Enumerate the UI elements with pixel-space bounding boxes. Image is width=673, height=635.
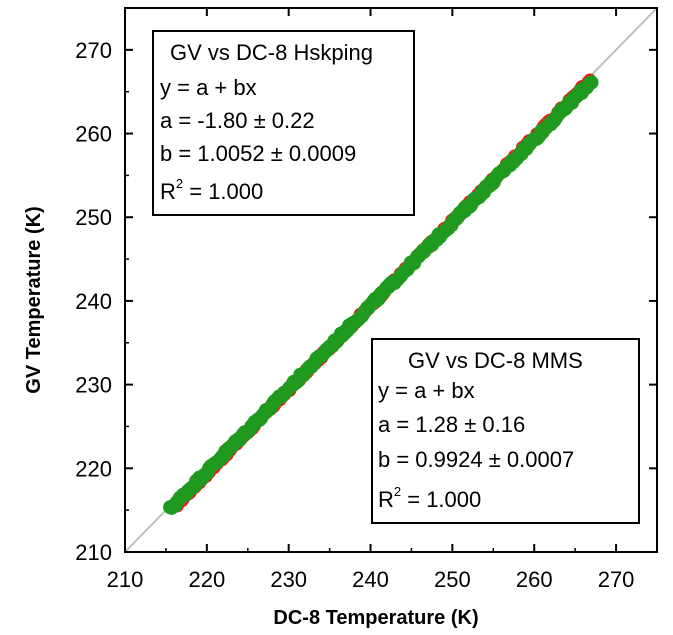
x-tick-label: 220 (188, 567, 225, 592)
x-tick-label: 230 (270, 567, 307, 592)
y-tick-label: 230 (75, 373, 112, 398)
y-axis-label: GV Temperature (K) (23, 206, 45, 393)
annotation-line: a = -1.80 ± 0.22 (160, 108, 315, 133)
y-tick-label: 250 (75, 205, 112, 230)
y-tick-label: 260 (75, 122, 112, 147)
y-tick-label: 210 (75, 540, 112, 565)
annotation-line: b = 0.9924 ± 0.0007 (378, 447, 574, 472)
annotation-box-mms: GV vs DC-8 MMS y = a + bx a = 1.28 ± 0.1… (371, 338, 640, 524)
x-axis-label: DC-8 Temperature (K) (273, 607, 478, 629)
plot-area (125, 8, 657, 552)
x-tick-label: 210 (107, 567, 144, 592)
axes: 210 220 230 240 250 260 270 210 220 230 240 250 260 2… (75, 7, 658, 592)
r2-symbol: R (160, 179, 176, 204)
annotation-frame (371, 338, 640, 524)
r2-superscript: 2 (176, 176, 183, 191)
r2-value: = 1.000 (401, 487, 481, 512)
annotation-title: GV vs DC-8 Hskping (170, 40, 373, 65)
annotation-r2: R2 = 1.000 (160, 176, 263, 204)
annotation-title: GV vs DC-8 MMS (408, 348, 583, 373)
r2-superscript: 2 (394, 484, 401, 499)
series-mms (163, 75, 599, 515)
annotation-line: y = a + bx (160, 75, 257, 100)
annotation-line: y = a + bx (378, 378, 475, 403)
x-tick-label: 270 (598, 567, 635, 592)
y-tick-label: 270 (75, 38, 112, 63)
x-tick-label: 260 (516, 567, 553, 592)
annotation-r2: R2 = 1.000 (378, 484, 481, 512)
x-tick-label: 240 (352, 567, 389, 592)
annotation-line: b = 1.0052 ± 0.0009 (160, 141, 356, 166)
annotation-box-hskping: GV vs DC-8 Hskping y = a + bx a = -1.80 … (152, 30, 415, 216)
plot-frame (124, 7, 658, 553)
annotation-line: a = 1.28 ± 0.16 (378, 412, 525, 437)
annotation-frame (152, 30, 415, 216)
x-tick-label: 250 (434, 567, 471, 592)
y-tick-label: 220 (75, 456, 112, 481)
r2-value: = 1.000 (183, 179, 263, 204)
r2-symbol: R (378, 487, 394, 512)
data-point (584, 75, 599, 90)
y-tick-label: 240 (75, 289, 112, 314)
